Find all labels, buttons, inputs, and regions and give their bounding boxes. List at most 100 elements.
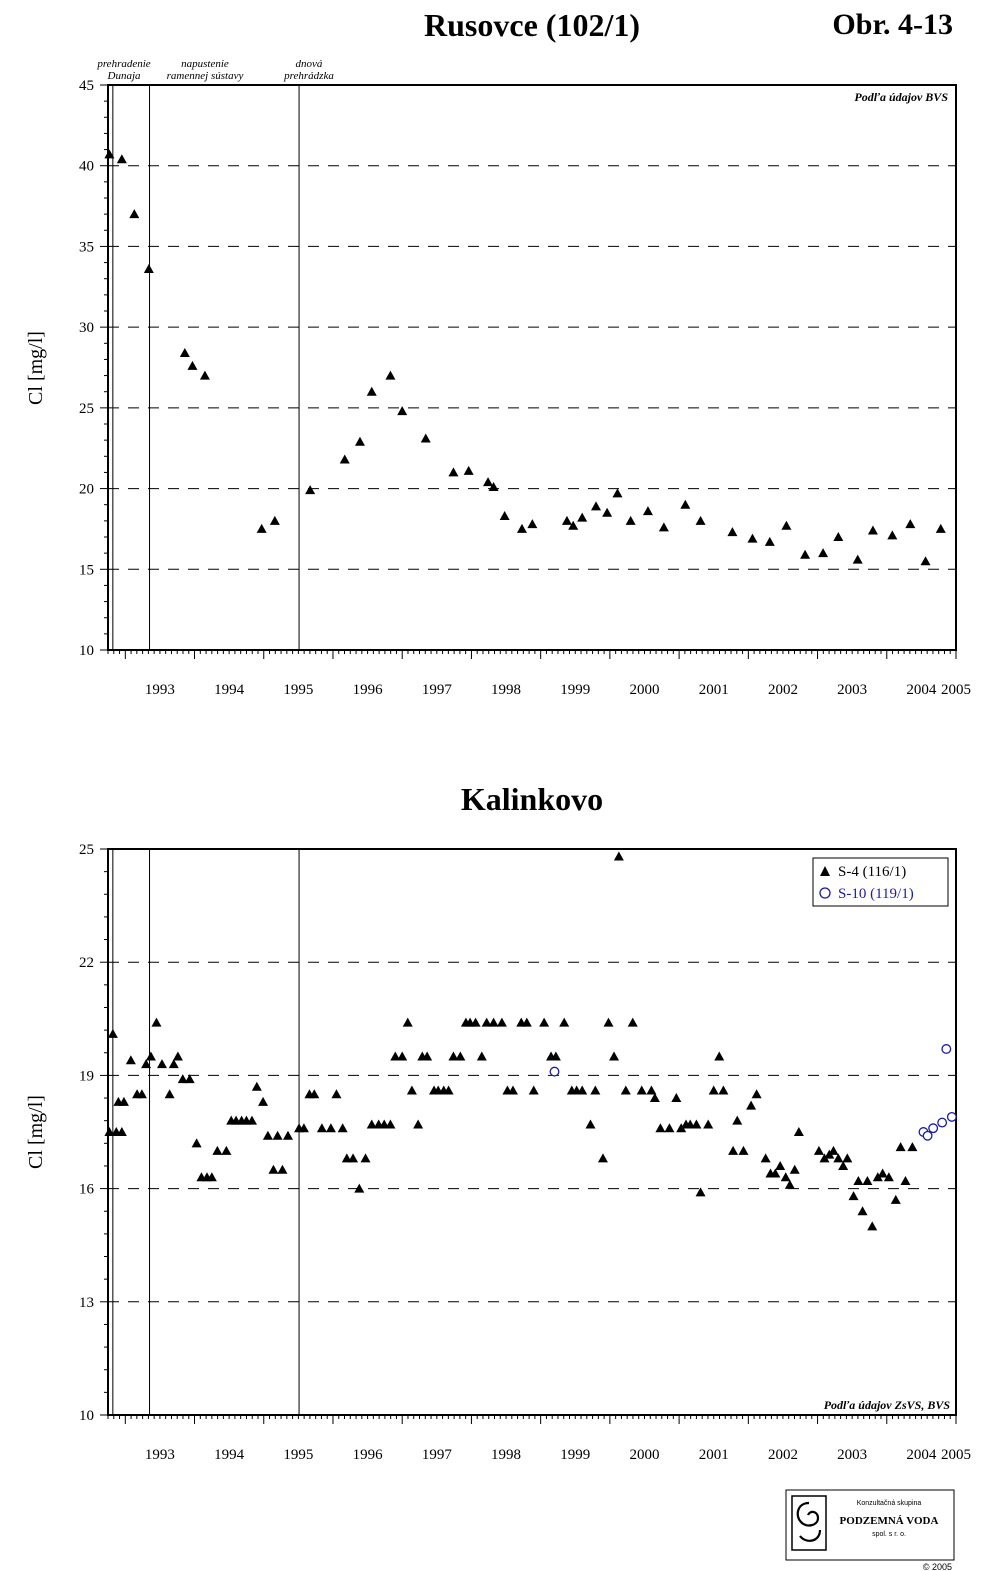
logo-line3: spol. s r. o. <box>872 1531 906 1538</box>
y-tick-label: 30 <box>79 320 94 336</box>
data-point-triangle <box>397 1051 408 1061</box>
x-tick-label: 2000 <box>629 682 659 698</box>
data-point-triangle <box>655 1123 666 1133</box>
y-axis-label: Cl [mg/l] <box>25 1095 47 1169</box>
data-point-triangle <box>262 1130 273 1140</box>
x-tick-label: 2001 <box>699 682 729 698</box>
series-s4 <box>104 149 946 566</box>
legend-marker-s4 <box>820 866 830 876</box>
data-point-circle <box>946 1111 957 1122</box>
data-point-circle <box>922 1130 933 1141</box>
data-point-triangle <box>813 1145 824 1155</box>
x-tick-label: 2005 <box>941 682 971 698</box>
x-tick-label: 2000 <box>629 1447 659 1463</box>
data-point-triangle <box>664 1123 675 1133</box>
data-point-triangle <box>627 1017 638 1027</box>
legend-marker-s10 <box>819 887 831 899</box>
data-point-triangle <box>568 520 579 530</box>
data-point-triangle <box>819 1153 830 1163</box>
data-point-triangle <box>528 1085 539 1095</box>
data-point-triangle <box>179 347 190 357</box>
y-tick-label: 35 <box>79 239 94 255</box>
data-point-triangle <box>390 1051 401 1061</box>
data-point-triangle <box>728 1145 739 1155</box>
data-point-triangle <box>212 1145 223 1155</box>
data-point-triangle <box>354 436 365 446</box>
data-point-triangle <box>591 501 602 511</box>
data-point-triangle <box>642 506 653 516</box>
data-point-circle <box>928 1123 939 1134</box>
data-point-triangle <box>714 1051 725 1061</box>
plot-area: 10 13 16 19 22 25 1993 1994 1995 1996 1997 1998 1999… <box>79 842 971 1463</box>
x-tick-label: 2003 <box>837 682 867 698</box>
data-point-triangle <box>360 1153 371 1163</box>
data-point-triangle <box>448 1051 459 1061</box>
data-point-triangle <box>136 1089 147 1099</box>
data-point-triangle <box>853 1176 864 1186</box>
data-point-circle <box>549 1066 560 1077</box>
y-tick-label: 15 <box>79 562 94 578</box>
legend-label-s4: S-4 (116/1) <box>838 864 906 880</box>
data-point-triangle <box>397 406 408 416</box>
x-tick-label: 2003 <box>837 1447 867 1463</box>
data-point-triangle <box>145 1051 156 1061</box>
chart-title: Kalinkovo <box>461 781 603 817</box>
data-point-triangle <box>775 1160 786 1170</box>
data-point-triangle <box>852 554 863 564</box>
data-point-triangle <box>156 1059 167 1069</box>
series-s4 <box>104 851 918 1231</box>
data-point-triangle <box>125 1055 136 1065</box>
data-point-triangle <box>597 1153 608 1163</box>
data-point-triangle <box>129 209 140 219</box>
data-point-triangle <box>177 1074 188 1084</box>
data-point-triangle <box>887 530 898 540</box>
data-point-triangle <box>305 485 316 495</box>
legend: S-4 (116/1) S-10 (119/1) <box>812 857 949 907</box>
data-point-triangle <box>507 1085 518 1095</box>
data-point-triangle <box>187 360 198 370</box>
x-tick-label: 1994 <box>214 1447 245 1463</box>
data-point-triangle <box>671 1093 682 1103</box>
x-tick-label: 1995 <box>283 1447 313 1463</box>
source-note: Podľa údajov ZsVS, BVS <box>824 1398 951 1412</box>
data-point-triangle <box>857 1206 868 1216</box>
data-point-triangle <box>337 1123 348 1133</box>
data-point-triangle <box>107 1028 118 1038</box>
data-point-triangle <box>527 519 538 529</box>
x-tick-label: 1999 <box>560 682 590 698</box>
data-point-triangle <box>590 1085 601 1095</box>
x-tick-label: 1996 <box>353 1447 384 1463</box>
data-point-triangle <box>764 536 775 546</box>
event-label: napustenie <box>181 58 229 70</box>
data-point-triangle <box>649 1093 660 1103</box>
y-tick-label: 10 <box>79 643 94 659</box>
data-point-triangle <box>900 1176 911 1186</box>
data-point-triangle <box>559 1017 570 1027</box>
data-point-triangle <box>104 149 115 159</box>
y-tick-label: 40 <box>79 159 94 175</box>
data-point-circle <box>941 1044 952 1054</box>
data-point-triangle <box>488 1017 499 1027</box>
data-point-triangle <box>833 1153 844 1163</box>
data-point-triangle <box>646 1085 657 1095</box>
chart-kalinkovo: 10 13 16 19 22 25 1993 1994 1995 1996 1997 1998 1999… <box>25 781 971 1463</box>
data-point-triangle <box>422 1051 433 1061</box>
data-point-triangle <box>625 515 636 525</box>
x-tick-label: 1997 <box>422 682 453 698</box>
x-tick-label: 2002 <box>768 1447 798 1463</box>
data-point-triangle <box>784 1179 795 1189</box>
event-label: prehradenie <box>96 58 150 70</box>
y-tick-label: 20 <box>79 482 94 498</box>
x-tick-label: 2005 <box>941 1447 971 1463</box>
data-point-triangle <box>348 1153 359 1163</box>
data-point-triangle <box>164 1089 175 1099</box>
data-point-triangle <box>339 454 350 464</box>
x-tick-label: 2004 <box>906 1447 937 1463</box>
legend-label-s10: S-10 (119/1) <box>838 886 914 902</box>
source-note: Podľa údajov BVS <box>854 90 948 104</box>
data-point-triangle <box>550 1051 561 1061</box>
data-point-triangle <box>732 1115 743 1125</box>
data-point-triangle <box>104 1127 115 1136</box>
data-point-triangle <box>612 488 623 498</box>
